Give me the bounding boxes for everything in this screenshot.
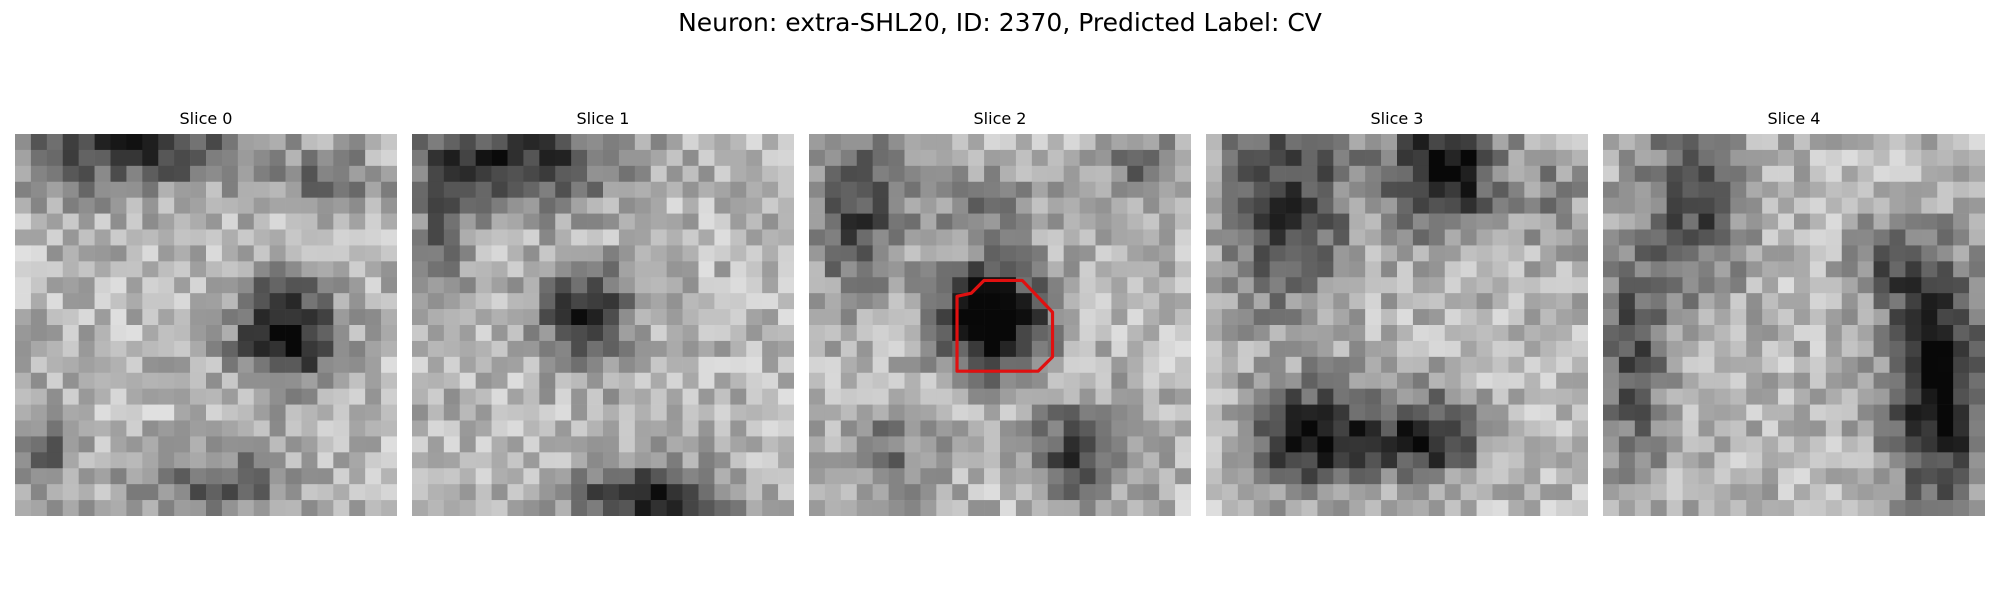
panel-title: Slice 3 [1370, 109, 1424, 128]
panel-slice-4: Slice 4 [1603, 108, 1985, 528]
slice-image-1 [412, 134, 794, 516]
panel-title: Slice 0 [179, 109, 233, 128]
panel-title: Slice 1 [576, 109, 630, 128]
panel-title: Slice 2 [973, 109, 1027, 128]
slice-panels: Slice 0 Slice 1 Slice 2 Slice 3 Slice 4 [15, 108, 1985, 528]
slice-image-0 [15, 134, 397, 516]
panel-slice-2: Slice 2 [809, 108, 1191, 528]
segmentation-contour [955, 278, 1055, 373]
panel-title: Slice 4 [1767, 109, 1821, 128]
panel-slice-1: Slice 1 [412, 108, 794, 528]
slice-image-3 [1206, 134, 1588, 516]
figure-title: Neuron: extra-SHL20, ID: 2370, Predicted… [678, 8, 1322, 37]
panel-slice-0: Slice 0 [15, 108, 397, 528]
slice-image-2 [809, 134, 1191, 516]
slice-image-4 [1603, 134, 1985, 516]
panel-slice-3: Slice 3 [1206, 108, 1588, 528]
